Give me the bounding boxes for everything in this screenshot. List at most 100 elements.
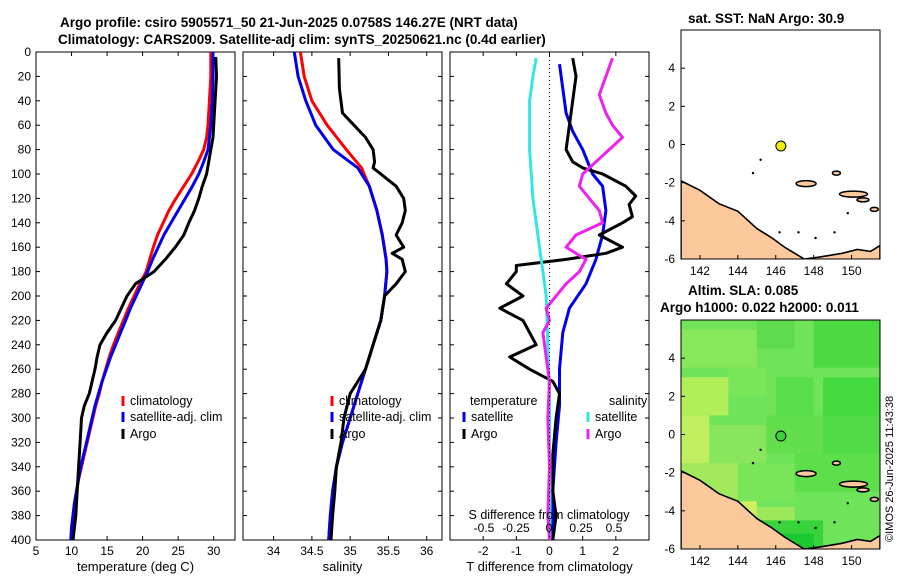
sla-patch — [681, 377, 729, 416]
sla-patch — [775, 377, 814, 416]
sla-map-title: Altim. SLA: 0.085 — [688, 283, 799, 298]
x-tick-label: 30 — [207, 544, 221, 558]
y-tick-label: 400 — [11, 533, 31, 547]
x-tick-label: 0 — [546, 544, 553, 558]
map-y-tick-label: -6 — [664, 252, 675, 266]
map-x-tick-label: 144 — [728, 554, 748, 568]
x-tick-label: 1 — [579, 544, 586, 558]
top-x-tick-label: -0.5 — [474, 521, 495, 535]
y-tick-label: 120 — [11, 191, 31, 205]
sla-patch — [823, 377, 880, 416]
y-tick-label: 100 — [11, 167, 31, 181]
sst-map-title: sat. SST: NaN Argo: 30.9 — [688, 11, 845, 26]
figure-title-line1: Argo profile: csiro 5905571_50 21-Jun-20… — [60, 15, 518, 30]
series-line-satellite-adj-clim — [69, 52, 215, 540]
series-line-satellite-adj-clim — [292, 52, 389, 540]
y-tick-label: 320 — [11, 435, 31, 449]
reef-dot — [797, 521, 800, 524]
y-tick-label: 340 — [11, 460, 31, 474]
map-y-tick-label: 4 — [668, 61, 675, 75]
y-tick-label: 80 — [18, 143, 32, 157]
y-tick-label: 360 — [11, 484, 31, 498]
island — [795, 179, 817, 188]
island — [869, 496, 880, 503]
legend-temperature-title: temperature — [470, 394, 537, 408]
y-tick-label: 0 — [24, 45, 31, 59]
map-y-tick-label: 2 — [668, 389, 675, 403]
map-y-tick-label: -4 — [664, 214, 675, 228]
x-tick-label: 2 — [612, 544, 619, 558]
legend-climatology: climatology — [130, 394, 193, 408]
x-tick-label: 25 — [171, 544, 185, 558]
y-tick-label: 60 — [18, 118, 32, 132]
legend2-climatology: climatology — [339, 394, 402, 408]
y-tick-label: 200 — [11, 289, 31, 303]
reef-dot — [814, 236, 817, 240]
sla-patch — [737, 463, 795, 502]
y-tick-label: 140 — [11, 216, 31, 230]
legend2-satellite-adj: satellite-adj. clim — [339, 410, 431, 424]
legend2-argo: Argo — [339, 427, 365, 441]
x-tick-label: 5 — [33, 544, 40, 558]
map-x-tick-label: 146 — [766, 264, 786, 278]
sla-map-subtitle: Argo h1000: 0.022 h2000: 0.011 — [660, 300, 859, 315]
series-line-argo — [71, 56, 218, 540]
island — [831, 460, 842, 466]
map-y-tick-label: 2 — [668, 99, 675, 113]
legend-s-argo: Argo — [595, 427, 621, 441]
map-y-tick-label: -2 — [664, 466, 675, 480]
y-tick-label: 240 — [11, 338, 31, 352]
reef-dot — [778, 231, 781, 234]
series-line-t-satellite — [551, 63, 608, 540]
y-tick-label: 300 — [11, 411, 31, 425]
map-x-tick-label: 148 — [804, 264, 824, 278]
island — [795, 469, 817, 478]
map-x-tick-label: 146 — [766, 554, 786, 568]
sla-patch — [681, 415, 710, 464]
reef-dot — [751, 171, 755, 175]
x-tick-label: 36 — [420, 544, 434, 558]
legend-satellite-adj: satellite-adj. clim — [130, 410, 222, 424]
series-line-argo — [329, 58, 407, 540]
y-tick-label: 280 — [11, 387, 31, 401]
map-x-tick-label: 142 — [690, 554, 710, 568]
difference-top-xlabel: S difference from climatology — [469, 508, 631, 522]
salinity-profile-frame — [242, 51, 443, 541]
sla-patch — [813, 320, 880, 368]
x-tick-label: 10 — [65, 544, 79, 558]
reef-dot — [751, 461, 755, 465]
legend-t-argo: Argo — [471, 427, 497, 441]
reef-dot — [797, 231, 800, 234]
y-tick-label: 260 — [11, 362, 31, 376]
temperature-profile-xlabel: temperature (deg C) — [77, 559, 194, 574]
sst-map-content — [681, 158, 880, 259]
island — [856, 487, 870, 493]
argo-position-marker — [775, 140, 787, 152]
y-tick-label: 220 — [11, 313, 31, 327]
reef-dot — [759, 448, 762, 451]
reef-dot — [846, 502, 849, 505]
top-x-tick-label: 0 — [546, 521, 553, 535]
x-tick-label: -2 — [478, 544, 489, 558]
island — [838, 190, 869, 198]
sla-patch — [709, 424, 767, 464]
sla-patch — [823, 415, 880, 454]
difference-profile-xlabel: T difference from climatology — [466, 559, 633, 574]
argo-position-marker — [775, 430, 787, 442]
series-line-s-argo — [541, 57, 624, 540]
map-x-tick-label: 142 — [690, 264, 710, 278]
legend-s-satellite: satellite — [595, 410, 637, 424]
x-tick-label: 34 — [267, 544, 281, 558]
island — [869, 206, 880, 213]
map-x-tick-label: 144 — [728, 264, 748, 278]
map-x-tick-label: 150 — [842, 554, 862, 568]
salinity-profile-xlabel: salinity — [323, 559, 363, 574]
sla-patch — [728, 367, 767, 397]
reef-dot — [814, 526, 817, 530]
y-tick-label: 40 — [18, 94, 32, 108]
map-y-tick-label: -6 — [664, 542, 675, 556]
sla-patch — [681, 329, 757, 368]
y-tick-label: 180 — [11, 265, 31, 279]
land-coastline — [681, 469, 880, 549]
